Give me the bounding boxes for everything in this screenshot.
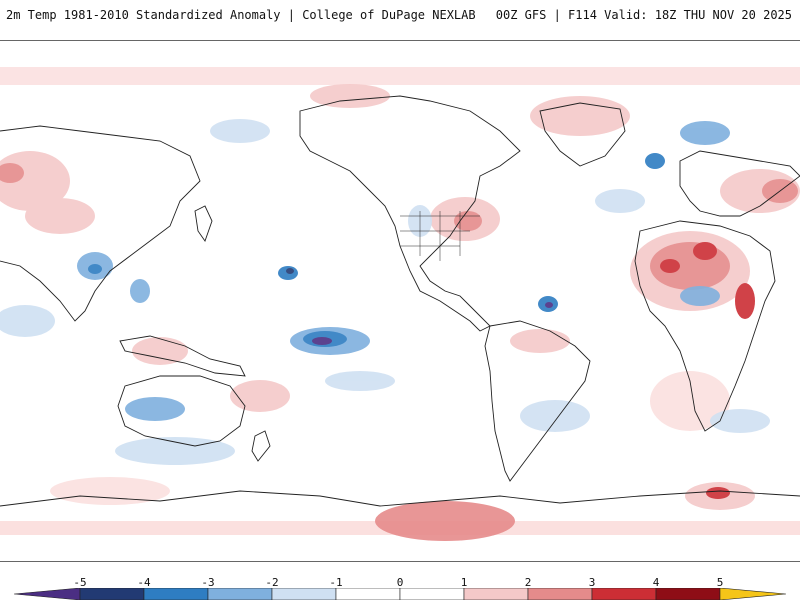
legend-tick-label: 4 xyxy=(652,576,660,589)
north-america-outline xyxy=(299,95,521,332)
header: 2m Temp 1981-2010 Standardized Anomaly |… xyxy=(0,0,800,30)
legend-tick-label: 1 xyxy=(460,576,468,589)
colorbar-segment xyxy=(335,588,401,600)
colorbar-min-arrow xyxy=(13,588,81,600)
arctic-warm-band xyxy=(0,67,800,85)
legend: -5 -4 -3 -2 -1 0 1 2 3 4 5 xyxy=(0,570,800,600)
colorbar-segment xyxy=(399,588,465,600)
colorbar xyxy=(13,588,787,600)
colorbar-segment xyxy=(271,588,337,600)
legend-tick-label: -4 xyxy=(137,576,151,589)
greenland-outline xyxy=(539,102,626,167)
colorbar-max-arrow xyxy=(719,588,787,600)
anomaly-map[interactable] xyxy=(0,40,800,562)
colorbar-segment xyxy=(207,588,273,600)
asia-outline xyxy=(0,125,201,322)
legend-tick-label: -3 xyxy=(201,576,215,589)
model-run-info: 00Z GFS | F114 Valid: 18Z THU NOV 20 202… xyxy=(495,8,792,22)
antarctica-outline xyxy=(0,490,800,507)
map-canvas xyxy=(0,41,800,561)
legend-tick-label: -5 xyxy=(73,576,87,589)
japan-outline xyxy=(194,205,213,242)
legend-tick-label: -1 xyxy=(329,576,343,589)
coastlines xyxy=(0,95,800,507)
legend-tick-label: 2 xyxy=(524,576,532,589)
legend-tick-label: 5 xyxy=(716,576,724,589)
colorbar-segment xyxy=(79,588,145,600)
europe-outline xyxy=(679,150,800,217)
south-america-outline xyxy=(484,320,591,482)
colorbar-segment xyxy=(463,588,529,600)
us-state-borders xyxy=(400,211,480,261)
colorbar-segment xyxy=(143,588,209,600)
colorbar-segment xyxy=(591,588,657,600)
colorbar-segment xyxy=(655,588,721,600)
australia-outline xyxy=(117,375,246,447)
legend-tick-label: -2 xyxy=(265,576,279,589)
africa-outline xyxy=(634,220,776,432)
legend-tick-label: 3 xyxy=(588,576,596,589)
new-zealand-outline xyxy=(251,430,271,462)
legend-tick-label: 0 xyxy=(396,576,404,589)
map-title: 2m Temp 1981-2010 Standardized Anomaly |… xyxy=(6,8,476,22)
colorbar-segment xyxy=(527,588,593,600)
warm-anomalies xyxy=(0,84,800,541)
cold-anomalies xyxy=(0,119,770,465)
maritime-continent-outline xyxy=(119,335,246,377)
